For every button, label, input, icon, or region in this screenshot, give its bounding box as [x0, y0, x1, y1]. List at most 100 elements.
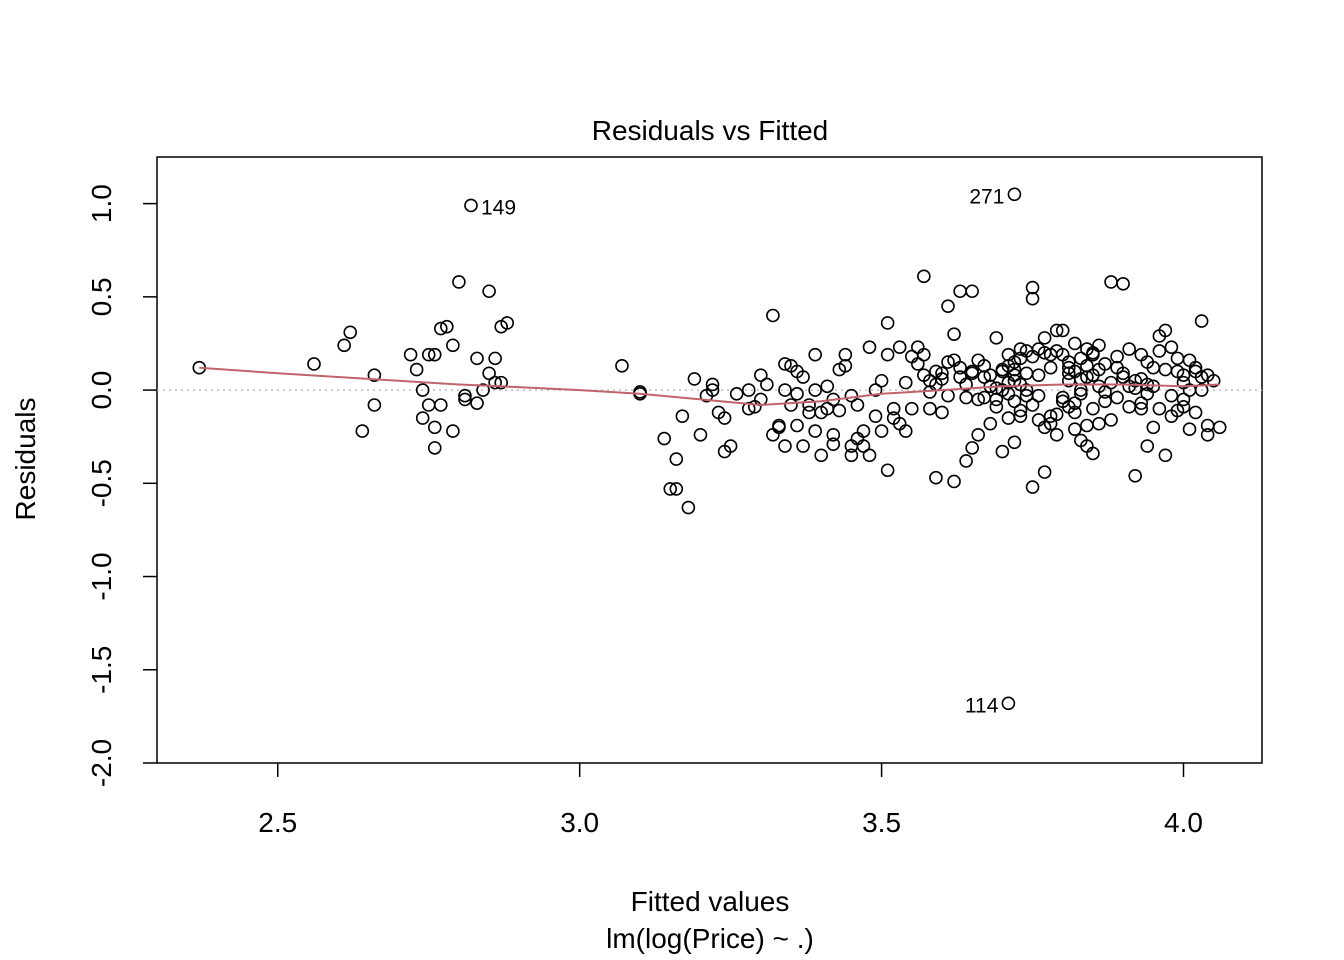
data-point — [766, 308, 780, 323]
data-point — [796, 439, 810, 453]
smoothing-line — [199, 366, 1220, 407]
data-point — [941, 388, 955, 403]
data-point — [1140, 439, 1155, 453]
data-point — [929, 364, 943, 379]
data-point — [421, 398, 436, 412]
outlier-point — [1001, 696, 1016, 711]
plot-frame — [156, 156, 1263, 764]
x-tick-label: 3.0 — [560, 807, 599, 838]
data-point — [947, 327, 961, 341]
data-point — [1001, 387, 1016, 401]
data-point — [1134, 401, 1149, 416]
data-point — [615, 359, 629, 373]
data-point — [808, 347, 822, 362]
data-point — [754, 368, 768, 382]
data-point — [953, 284, 967, 299]
data-point — [1080, 342, 1094, 356]
data-point — [337, 338, 351, 353]
data-point — [1013, 403, 1028, 418]
data-point — [995, 444, 1010, 459]
data-point — [1206, 373, 1221, 388]
data-point — [440, 319, 454, 334]
data-point — [935, 405, 949, 420]
data-point — [1013, 342, 1028, 356]
data-point — [427, 347, 442, 362]
data-point — [1043, 360, 1058, 375]
data-point — [886, 401, 901, 416]
data-point — [965, 364, 979, 379]
outlier-point — [464, 198, 478, 213]
data-point — [917, 368, 931, 382]
data-point — [1019, 388, 1034, 403]
data-point — [1037, 465, 1052, 479]
data-point — [1104, 413, 1118, 427]
data-point — [808, 424, 822, 438]
y-axis-title: Residuals — [10, 398, 41, 521]
data-point — [409, 362, 424, 377]
data-point — [862, 340, 877, 354]
data-point — [669, 452, 684, 466]
data-point — [675, 409, 690, 423]
data-point — [1001, 411, 1016, 425]
data-point — [1110, 360, 1124, 375]
data-point — [458, 392, 472, 407]
data-point — [856, 424, 871, 438]
data-point — [1188, 360, 1203, 375]
data-point — [1110, 390, 1124, 405]
data-point — [959, 454, 973, 468]
data-point — [657, 431, 672, 446]
data-point — [343, 325, 358, 340]
data-point — [1146, 360, 1161, 375]
data-point — [1200, 428, 1215, 442]
data-point — [838, 359, 853, 373]
data-point — [367, 398, 382, 412]
data-point — [1158, 323, 1173, 338]
data-point — [693, 428, 708, 442]
data-point — [808, 383, 822, 397]
data-point — [494, 375, 508, 390]
data-point — [1122, 342, 1136, 356]
data-point — [790, 418, 804, 433]
data-point — [1134, 347, 1149, 362]
data-point — [446, 338, 460, 353]
data-point — [1116, 276, 1130, 291]
data-point — [953, 370, 967, 384]
data-point — [898, 375, 913, 390]
data-point — [1007, 394, 1022, 409]
data-point — [1110, 349, 1124, 364]
data-point — [947, 353, 961, 368]
data-point — [415, 411, 430, 425]
data-point — [856, 439, 871, 453]
data-point — [723, 439, 738, 453]
y-tick-label: 0.5 — [86, 277, 117, 316]
data-point — [1031, 413, 1046, 427]
data-point — [844, 439, 859, 453]
data-point — [403, 347, 418, 362]
data-point — [959, 390, 973, 405]
data-point — [476, 383, 490, 397]
data-point — [367, 368, 382, 382]
data-point — [832, 403, 847, 418]
data-point — [1068, 422, 1082, 437]
data-point — [923, 401, 937, 416]
data-point — [1152, 344, 1167, 358]
data-point — [1061, 366, 1076, 381]
data-point — [1164, 388, 1179, 403]
data-point — [1086, 446, 1100, 461]
outlier-label: 114 — [965, 694, 999, 717]
data-point — [796, 370, 810, 384]
data-point — [868, 409, 883, 423]
data-point — [1031, 368, 1046, 382]
data-point — [488, 351, 502, 366]
data-point — [663, 482, 678, 496]
y-tick-label: -2.0 — [86, 739, 117, 787]
data-point — [482, 366, 496, 381]
data-point — [1212, 420, 1227, 435]
data-point — [705, 377, 720, 392]
data-point — [729, 387, 744, 401]
data-point — [1086, 401, 1100, 416]
data-point — [760, 377, 774, 392]
data-point — [1134, 396, 1149, 410]
data-point — [868, 383, 883, 397]
data-point — [1176, 392, 1191, 407]
